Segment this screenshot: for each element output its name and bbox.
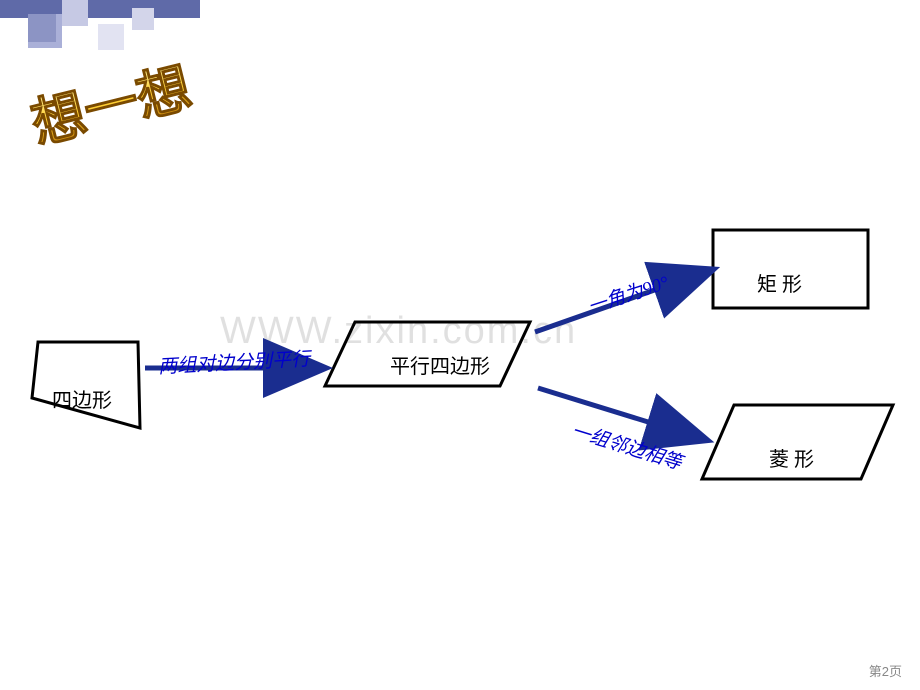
label-rhombus: 菱 形	[769, 443, 814, 472]
label-quadrilateral: 四边形	[52, 384, 112, 413]
page-number: 第2页	[869, 661, 902, 680]
diagram-canvas	[0, 0, 920, 690]
label-rectangle: 矩 形	[757, 268, 802, 297]
label-parallelogram: 平行四边形	[390, 350, 490, 379]
